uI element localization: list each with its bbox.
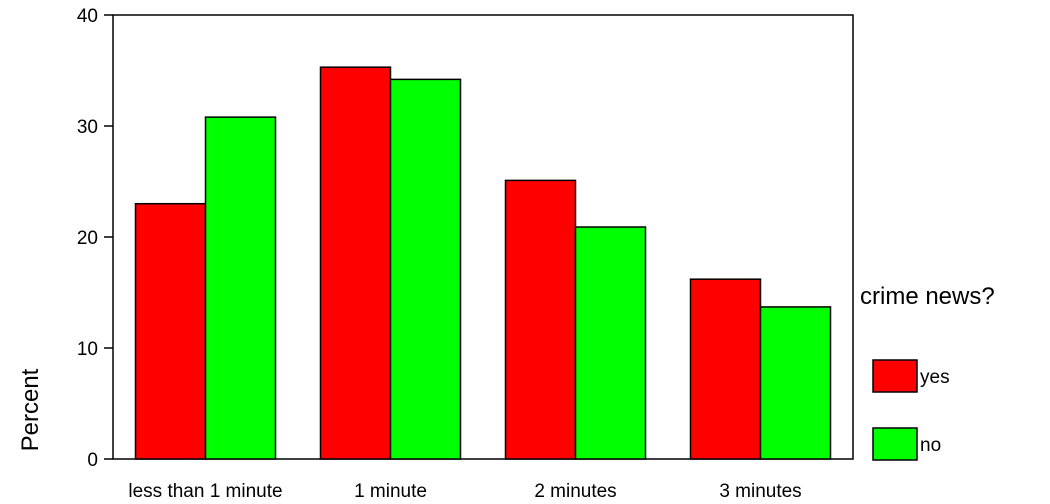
plot-area: 0 10 20 30 40 less than 1 minute 1 minute 2 min… [77, 6, 854, 502]
y-tick-label: 40 [77, 6, 98, 27]
legend-label-no: no [920, 435, 941, 456]
bar-yes [134, 202, 207, 460]
bar-yes [319, 66, 392, 460]
y-tick-label: 0 [87, 450, 98, 471]
x-tick-label: less than 1 minute [128, 481, 282, 502]
legend-swatch-no [872, 427, 918, 461]
bar-no [389, 78, 462, 460]
bar-no [574, 226, 647, 460]
x-tick-label: 1 minute [354, 481, 427, 502]
bar-no [759, 306, 832, 460]
legend-label-yes: yes [920, 367, 950, 388]
bar-yes [689, 278, 762, 460]
bar-yes [504, 179, 577, 460]
y-axis-label: Percent [17, 368, 44, 451]
legend-swatch-yes [872, 359, 918, 393]
y-tick-label: 10 [77, 339, 98, 360]
y-tick-label: 30 [77, 117, 98, 138]
legend: yes no [872, 359, 950, 461]
bar-no [204, 116, 277, 460]
x-tick-label: 2 minutes [534, 481, 616, 502]
legend-title: crime news? [860, 283, 995, 310]
x-tick-label: 3 minutes [719, 481, 801, 502]
y-tick-label: 20 [77, 228, 98, 249]
